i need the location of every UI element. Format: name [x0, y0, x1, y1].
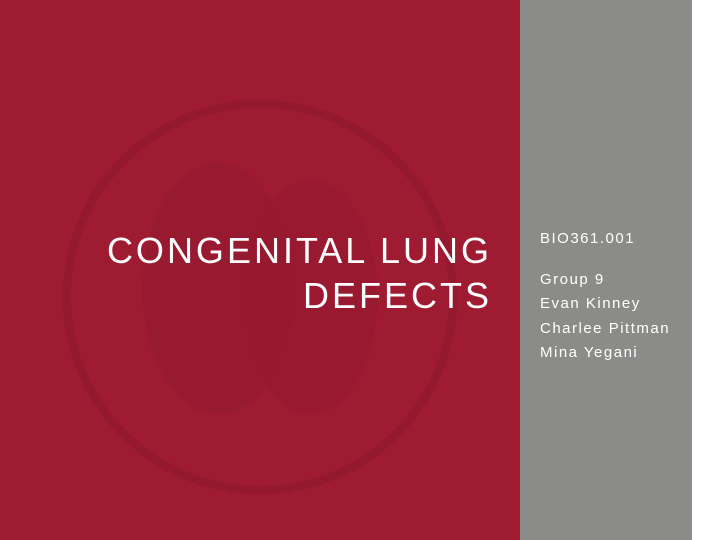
title-line-2: DEFECTS	[107, 273, 492, 318]
slide-title: CONGENITAL LUNG DEFECTS	[107, 228, 492, 318]
sidebar-panel: BIO361.001 Group 9 Evan Kinney Charlee P…	[520, 0, 692, 540]
member-3: Mina Yegani	[540, 342, 676, 365]
member-2: Charlee Pittman	[540, 318, 676, 341]
member-1: Evan Kinney	[540, 293, 676, 316]
main-panel: CONGENITAL LUNG DEFECTS	[0, 0, 520, 540]
group-label: Group 9	[540, 269, 676, 292]
right-margin	[692, 0, 720, 540]
title-line-1: CONGENITAL LUNG	[107, 228, 492, 273]
course-code: BIO361.001	[540, 228, 676, 251]
